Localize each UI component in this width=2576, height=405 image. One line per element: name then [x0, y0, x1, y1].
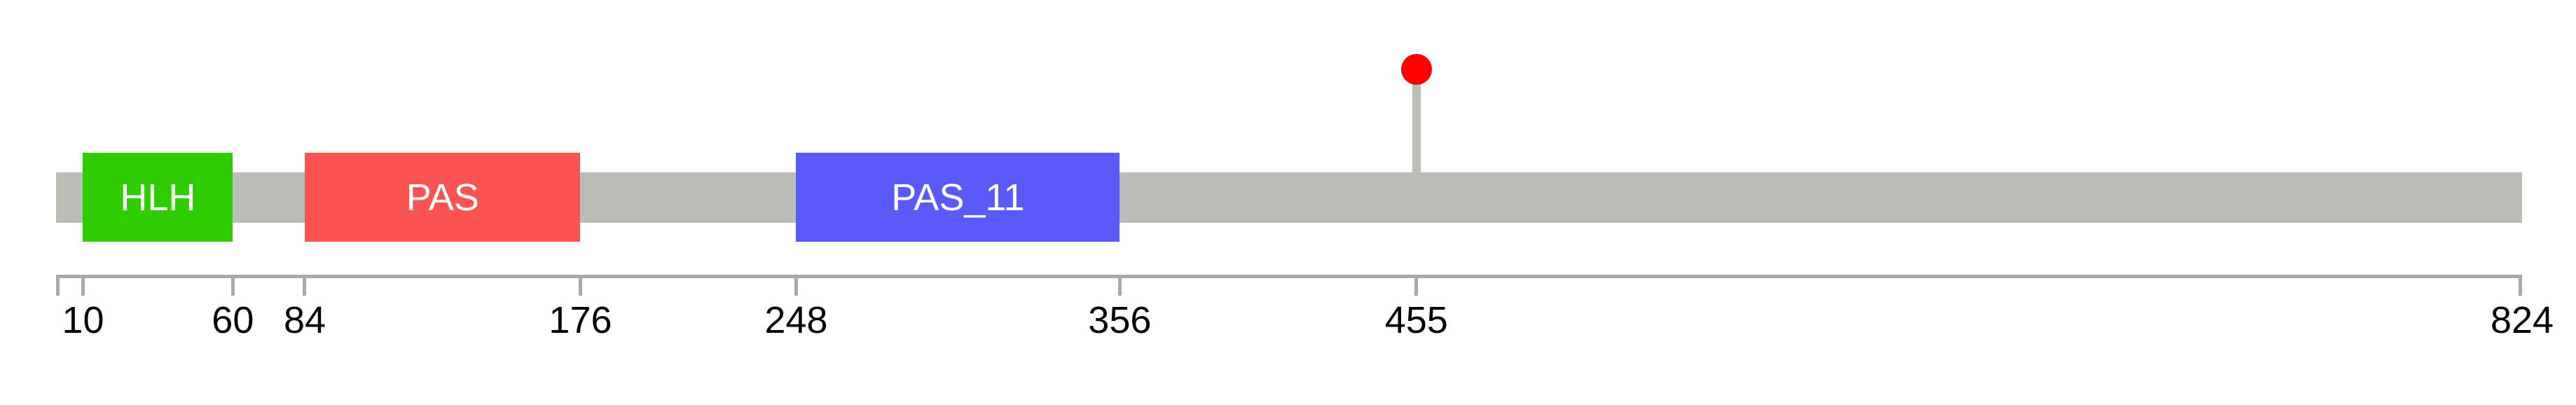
domain-label: PAS — [406, 176, 479, 219]
axis-tick — [578, 275, 582, 296]
lollipop-marker — [1400, 54, 1432, 85]
axis-tick-label: 10 — [62, 299, 104, 341]
axis-tick-label: 455 — [1384, 299, 1448, 341]
axis-tick-label: 824 — [2490, 299, 2554, 341]
axis-tick-label: 356 — [1088, 299, 1152, 341]
axis-tick — [230, 275, 235, 296]
axis-tick-label: 60 — [212, 299, 254, 341]
axis-tick-label: 248 — [764, 299, 828, 341]
axis-tick — [1117, 275, 1122, 296]
axis-tick-label: 84 — [283, 299, 326, 341]
axis-tick — [303, 275, 307, 296]
axis-tick — [81, 275, 85, 296]
domain-box-pas: PAS — [304, 153, 581, 242]
axis-line — [56, 275, 2522, 278]
axis-tick-label: 176 — [549, 299, 612, 341]
domain-box-hlh: HLH — [83, 153, 233, 242]
axis-end-cap-left — [56, 275, 60, 296]
axis-tick — [2519, 275, 2522, 296]
domain-box-pas_11: PAS_11 — [796, 153, 1120, 242]
lollipop-stem — [1412, 69, 1421, 172]
axis-tick — [794, 275, 798, 296]
axis-tick — [1414, 275, 1419, 296]
domain-label: PAS_11 — [891, 176, 1025, 219]
domain-label: HLH — [120, 176, 196, 219]
